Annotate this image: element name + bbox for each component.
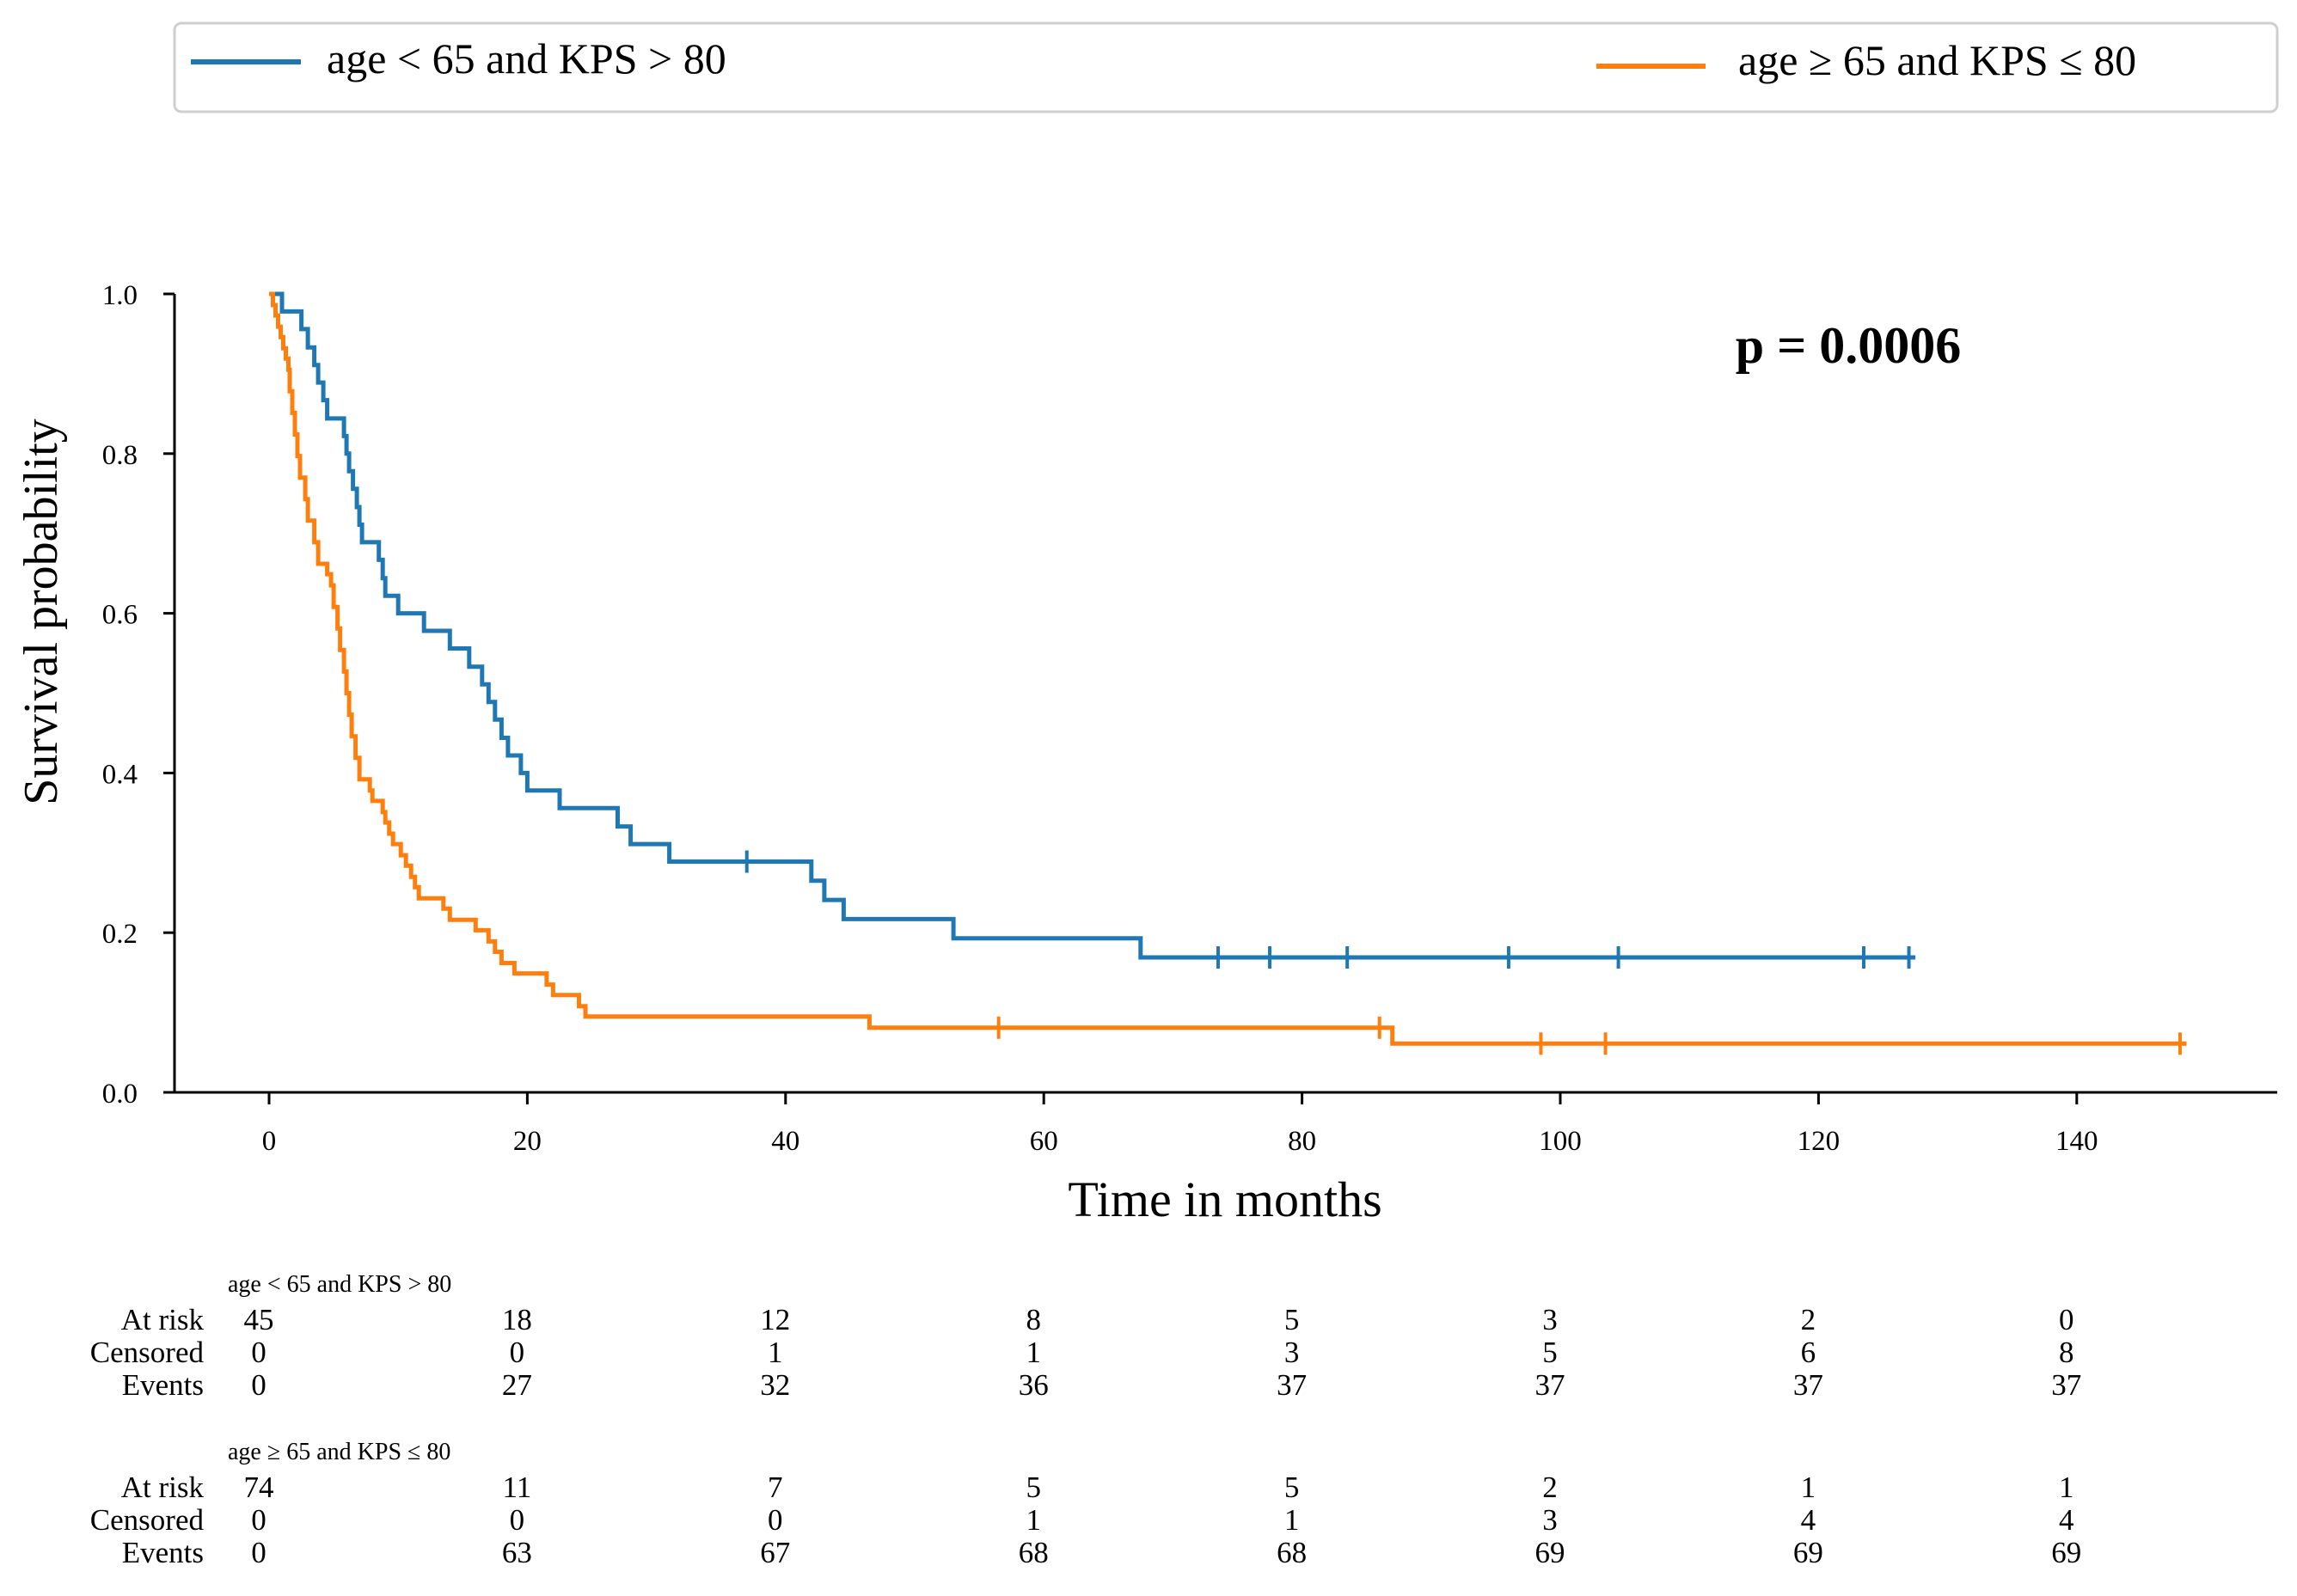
risk-table-cell: 3 bbox=[1284, 1336, 1300, 1369]
y-tick-label: 0.6 bbox=[102, 600, 138, 631]
y-tick-label: 0.2 bbox=[102, 919, 138, 950]
risk-table-cell: 37 bbox=[1793, 1368, 1823, 1402]
risk-table-cell: 36 bbox=[1019, 1368, 1049, 1402]
risk-table-cell: 3 bbox=[1542, 1503, 1558, 1537]
risk-table-cell: 5 bbox=[1026, 1471, 1041, 1504]
x-tick-label: 60 bbox=[1030, 1126, 1058, 1157]
risk-table-cell: 1 bbox=[2059, 1471, 2074, 1504]
x-tick-label: 140 bbox=[2055, 1126, 2098, 1157]
risk-table-cell: 69 bbox=[1535, 1536, 1565, 1569]
risk-table-row-label: Censored bbox=[90, 1336, 205, 1369]
risk-table-cell: 4 bbox=[2059, 1503, 2074, 1537]
risk-table-cell: 0 bbox=[2059, 1303, 2074, 1336]
y-tick-label: 1.0 bbox=[102, 280, 138, 311]
risk-table-cell: 6 bbox=[1801, 1336, 1816, 1369]
risk-table-cell: 32 bbox=[760, 1368, 790, 1402]
risk-table-cell: 63 bbox=[502, 1536, 532, 1569]
survival-curve-series-2 bbox=[269, 291, 2187, 1046]
legend-frame bbox=[173, 21, 2279, 113]
risk-table-cell: 3 bbox=[1542, 1303, 1558, 1336]
risk-table-cell: 8 bbox=[2059, 1336, 2074, 1369]
risk-table-row-label: Events bbox=[122, 1368, 204, 1402]
risk-table-cell: 37 bbox=[2051, 1368, 2081, 1402]
x-ticks: 0 20 40 60 80 100 120 140 bbox=[262, 1092, 2098, 1157]
y-axis-label: Survival probability bbox=[15, 419, 68, 805]
risk-table-cell: 45 bbox=[244, 1303, 274, 1336]
risk-table-cell: 5 bbox=[1542, 1336, 1558, 1369]
x-tick-label: 100 bbox=[1539, 1126, 1582, 1157]
risk-table-cell: 37 bbox=[1277, 1368, 1307, 1402]
risk-table-cell: 69 bbox=[1793, 1536, 1823, 1569]
risk-table-cell: 5 bbox=[1284, 1303, 1300, 1336]
series-layer bbox=[269, 291, 2187, 1055]
risk-table-group-title: age < 65 and KPS > 80 bbox=[228, 1271, 451, 1298]
risk-table-cell: 1 bbox=[1026, 1503, 1041, 1537]
risk-table-cell: 18 bbox=[502, 1303, 532, 1336]
legend: age < 65 and KPS > 80 age ≥ 65 and KPS ≤… bbox=[173, 21, 2279, 113]
risk-table-cell: 67 bbox=[760, 1536, 790, 1569]
x-tick-label: 80 bbox=[1288, 1126, 1316, 1157]
risk-table-cell: 8 bbox=[1026, 1303, 1041, 1336]
risk-table-group-title: age ≥ 65 and KPS ≤ 80 bbox=[228, 1439, 450, 1465]
risk-table-cell: 0 bbox=[251, 1536, 266, 1569]
risk-table-cell: 12 bbox=[760, 1303, 790, 1336]
risk-table-cell: 68 bbox=[1277, 1536, 1307, 1569]
p-value-annotation: p = 0.0006 bbox=[1736, 317, 1962, 374]
risk-table-row-label: At risk bbox=[121, 1303, 205, 1336]
risk-table-row-label: Censored bbox=[90, 1503, 205, 1537]
risk-table-cell: 0 bbox=[510, 1503, 525, 1537]
risk-table-cell: 74 bbox=[244, 1471, 274, 1504]
risk-table-cell: 1 bbox=[768, 1336, 783, 1369]
y-tick-label: 0.8 bbox=[102, 440, 138, 471]
risk-table-cell: 7 bbox=[768, 1471, 783, 1504]
risk-table-cell: 5 bbox=[1284, 1471, 1300, 1504]
risk-table-row-label: Events bbox=[122, 1536, 204, 1569]
risk-table-cell: 0 bbox=[251, 1336, 266, 1369]
risk-table-cell: 11 bbox=[503, 1471, 532, 1504]
survival-curve-series-1 bbox=[269, 291, 1916, 960]
risk-table-cell: 68 bbox=[1019, 1536, 1049, 1569]
legend-label-series-1: age < 65 and KPS > 80 bbox=[327, 34, 726, 83]
risk-table-row-label: At risk bbox=[121, 1471, 205, 1504]
y-tick-label: 0.4 bbox=[102, 759, 138, 790]
x-tick-label: 20 bbox=[513, 1126, 542, 1157]
axes bbox=[173, 294, 2277, 1094]
risk-table-cell: 27 bbox=[502, 1368, 532, 1402]
x-tick-label: 40 bbox=[771, 1126, 799, 1157]
risk-table-cell: 0 bbox=[768, 1503, 783, 1537]
x-tick-label: 0 bbox=[262, 1126, 277, 1157]
risk-table-cell: 0 bbox=[251, 1368, 266, 1402]
risk-table-cell: 0 bbox=[251, 1503, 266, 1537]
risk-table-cell: 4 bbox=[1801, 1503, 1816, 1537]
risk-table-cell: 2 bbox=[1801, 1303, 1816, 1336]
x-tick-label: 120 bbox=[1798, 1126, 1841, 1157]
risk-table-cell: 1 bbox=[1026, 1336, 1041, 1369]
risk-table-cell: 69 bbox=[2051, 1536, 2081, 1569]
risk-table-cell: 1 bbox=[1801, 1471, 1816, 1504]
x-axis-label: Time in months bbox=[1068, 1171, 1381, 1227]
risk-table-cell: 1 bbox=[1284, 1503, 1300, 1537]
y-ticks: 0.0 0.2 0.4 0.6 0.8 1.0 bbox=[102, 280, 175, 1110]
legend-label-series-2: age ≥ 65 and KPS ≤ 80 bbox=[1738, 36, 2136, 84]
risk-table-cell: 0 bbox=[510, 1336, 525, 1369]
risk-table-cell: 2 bbox=[1542, 1471, 1558, 1504]
risk-table-cell: 37 bbox=[1535, 1368, 1565, 1402]
y-tick-label: 0.0 bbox=[102, 1079, 138, 1110]
